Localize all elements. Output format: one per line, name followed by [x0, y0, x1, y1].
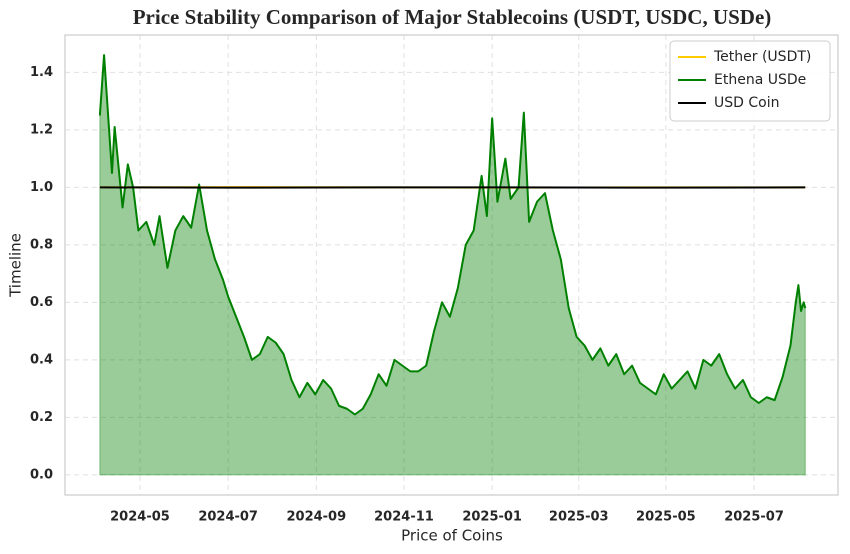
x-tick-label: 2024-05 — [110, 510, 170, 525]
y-tick-label: 0.0 — [30, 467, 53, 482]
x-tick-label: 2025-05 — [636, 510, 696, 525]
x-tick-label: 2024-09 — [286, 510, 346, 525]
legend-label: USD Coin — [714, 95, 779, 111]
y-tick-label: 0.8 — [30, 237, 53, 252]
x-tick-label: 2025-01 — [462, 510, 522, 525]
legend-box — [669, 40, 831, 122]
legend-label: Tether (USDT) — [713, 49, 811, 65]
legend: Tether (USDT) Ethena USDe USD Coin — [669, 40, 831, 122]
plot-frame — [64, 34, 839, 496]
y-axis-label: Timeline — [7, 233, 25, 298]
chart-title: Price Stability Comparison of Major Stab… — [133, 5, 772, 29]
legend-label: Ethena USDe — [714, 72, 806, 88]
y-tick-label: 1.4 — [30, 65, 53, 80]
x-tick-label: 2025-07 — [724, 510, 784, 525]
y-tick-label: 0.2 — [30, 410, 53, 425]
x-tick-label: 2025-03 — [549, 510, 609, 525]
y-tick-label: 1.0 — [30, 180, 53, 195]
line — [98, 54, 807, 416]
y-tick-label: 0.6 — [30, 295, 53, 310]
x-axis-label: Price of Coins — [401, 527, 503, 545]
y-tick-label: 1.2 — [30, 122, 53, 137]
x-tick-label: 2024-11 — [374, 510, 434, 525]
y-tick-label: 0.4 — [30, 352, 53, 367]
x-tick-label: 2024-07 — [198, 510, 258, 525]
